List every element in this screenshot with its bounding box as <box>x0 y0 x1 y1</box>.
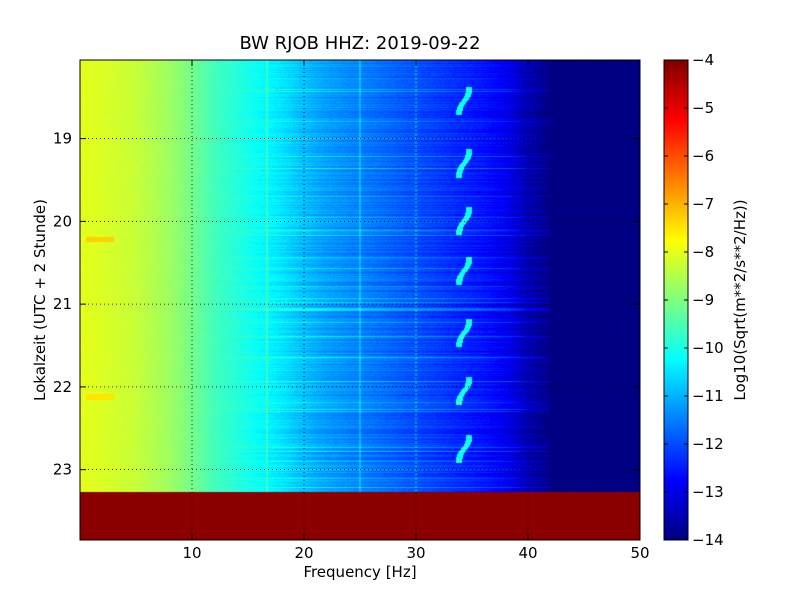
colorbar-tick-label: −6 <box>692 147 714 165</box>
colorbar-tick-label: −13 <box>692 483 724 501</box>
colorbar-tick-label: −5 <box>692 99 714 117</box>
plot-frame <box>79 59 641 541</box>
chart-title: BW RJOB HHZ: 2019-09-22 <box>239 33 480 54</box>
y-axis-label: Lokalzeit (UTC + 2 Stunde) <box>31 199 49 401</box>
colorbar-tick-label: −7 <box>692 195 714 213</box>
colorbar-tick-label: −4 <box>692 51 714 69</box>
colorbar-label: Log10(Sqrt(m**2/s**2/Hz)) <box>731 199 749 400</box>
grid-lines <box>80 60 640 540</box>
x-axis: 10 20 30 40 50 <box>182 60 650 562</box>
colorbar: −4 −5 −6 −7 −8 −9 −10 −11 −12 −13 −14 Log10(Sqrt(m… <box>663 51 749 549</box>
colorbar-tick-label: −9 <box>692 291 714 309</box>
y-tick-label: 19 <box>53 130 72 148</box>
colorbar-tick-label: −11 <box>692 387 724 405</box>
x-tick-label: 50 <box>630 544 649 562</box>
spectrogram-heatmap <box>80 60 640 540</box>
colorbar-tick-label: −10 <box>692 339 724 357</box>
plot-area <box>79 59 641 541</box>
colorbar-tick-label: −12 <box>692 435 724 453</box>
x-tick-label: 10 <box>182 544 201 562</box>
y-tick-label: 22 <box>53 378 72 396</box>
y-tick-label: 23 <box>53 461 72 479</box>
colorbar-tick-label: −14 <box>692 531 724 549</box>
y-tick-label: 21 <box>53 295 72 313</box>
y-tick-label: 20 <box>53 212 72 230</box>
x-tick-label: 40 <box>518 544 537 562</box>
colorbar-tick-label: −8 <box>692 243 714 261</box>
x-tick-label: 20 <box>294 544 313 562</box>
x-tick-label: 30 <box>406 544 425 562</box>
colorbar-ticks: −4 −5 −6 −7 −8 −9 −10 −11 −12 −13 −14 <box>664 51 724 549</box>
x-axis-label: Frequency [Hz] <box>303 563 416 581</box>
y-axis: 19 20 21 22 23 <box>53 130 640 479</box>
